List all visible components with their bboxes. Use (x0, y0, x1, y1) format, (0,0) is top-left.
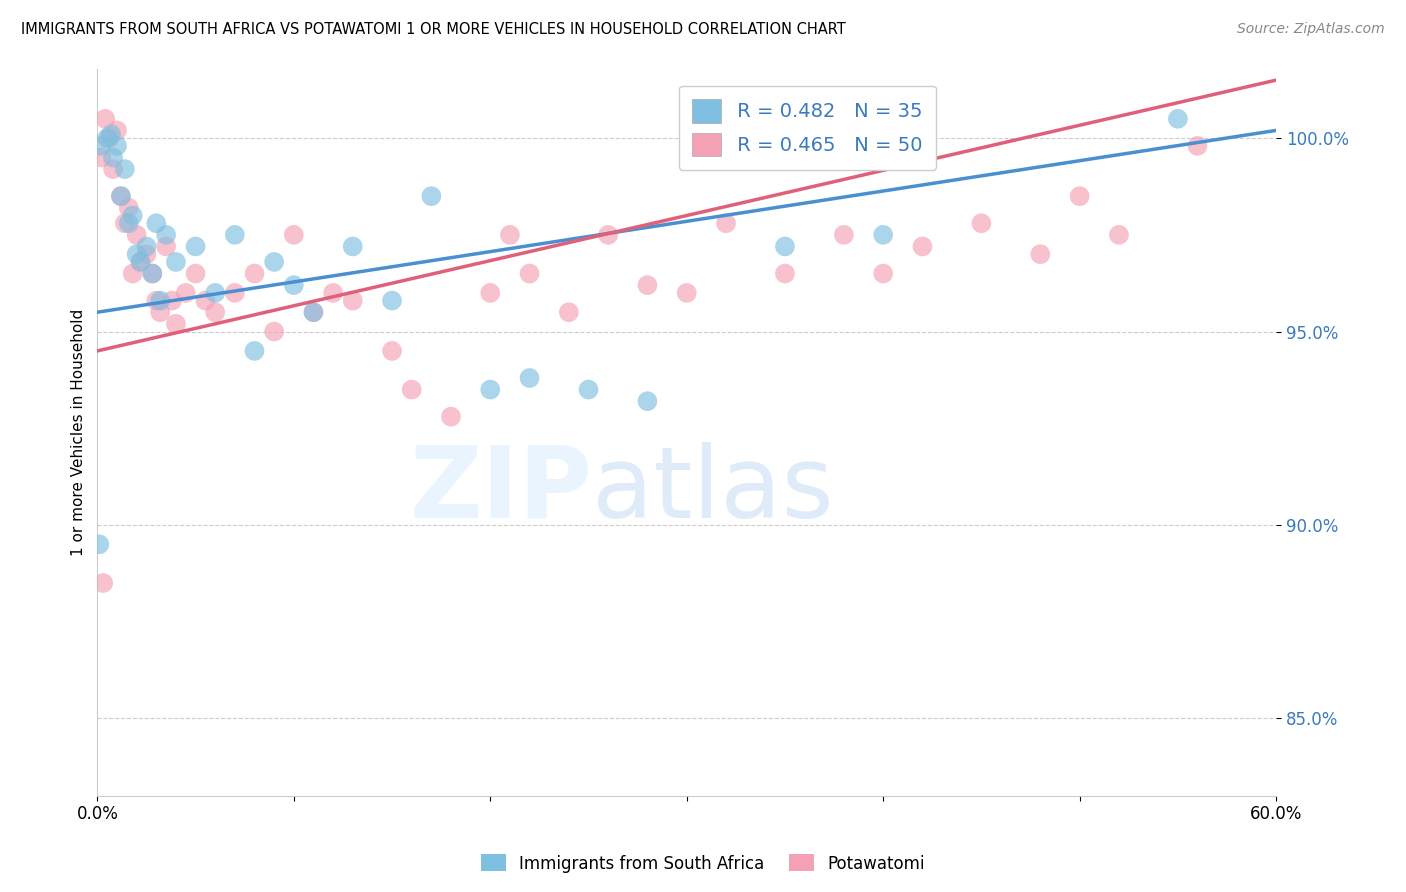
Point (773, 239, 796, 253)
Point (1029, 247, 1052, 261)
Point (204, 285, 226, 300)
Point (598, 227, 620, 242)
Point (519, 371, 541, 385)
Point (970, 216, 993, 230)
Point (911, 239, 934, 253)
Legend: Immigrants from South Africa, Potawatomi: Immigrants from South Africa, Potawatomi (474, 847, 932, 880)
Point (145, 216, 167, 230)
Point (149, 293, 172, 308)
Point (302, 305, 325, 319)
Point (283, 278, 305, 293)
Point (129, 255, 152, 269)
Point (519, 267, 541, 281)
Point (160, 293, 183, 308)
Point (440, 409, 463, 424)
Point (302, 305, 325, 319)
Point (121, 267, 143, 281)
Point (479, 383, 502, 397)
Point (675, 285, 697, 300)
Point (91, 576, 114, 591)
Point (194, 293, 217, 308)
Point (155, 239, 177, 253)
Point (118, 201, 141, 215)
Point (101, 151, 124, 165)
Point (499, 227, 522, 242)
Y-axis label: 1 or more Vehicles in Household: 1 or more Vehicles in Household (72, 309, 86, 556)
Point (342, 293, 364, 308)
Point (90, 151, 112, 165)
Point (174, 285, 197, 300)
Point (89, 537, 111, 551)
Point (129, 255, 152, 269)
Point (1167, 112, 1189, 126)
Point (125, 247, 148, 261)
Text: ZIP: ZIP (409, 442, 592, 539)
Point (184, 267, 207, 281)
Point (224, 227, 246, 242)
Point (98, 131, 121, 145)
Legend:  R = 0.482   N = 35,  R = 0.465   N = 50: R = 0.482 N = 35, R = 0.465 N = 50 (679, 86, 936, 169)
Point (872, 227, 894, 242)
Point (714, 216, 737, 230)
Point (141, 267, 163, 281)
Point (420, 189, 443, 203)
Point (121, 209, 143, 223)
Point (118, 216, 141, 230)
Point (558, 305, 581, 319)
Point (636, 278, 658, 293)
Point (1108, 227, 1130, 242)
Text: Source: ZipAtlas.com: Source: ZipAtlas.com (1237, 22, 1385, 37)
Point (243, 343, 266, 358)
Point (636, 394, 658, 409)
Point (149, 305, 172, 319)
Point (872, 267, 894, 281)
Point (224, 285, 246, 300)
Point (1187, 139, 1209, 153)
Point (578, 383, 600, 397)
Point (100, 128, 122, 142)
Point (114, 216, 136, 230)
Point (141, 267, 163, 281)
Point (773, 267, 796, 281)
Point (125, 227, 148, 242)
Point (1069, 189, 1091, 203)
Point (135, 247, 157, 261)
Point (96, 131, 118, 145)
Point (243, 267, 266, 281)
Point (263, 255, 285, 269)
Point (94, 112, 117, 126)
Point (110, 189, 132, 203)
Point (342, 239, 364, 253)
Point (105, 123, 128, 137)
Text: IMMIGRANTS FROM SOUTH AFRICA VS POTAWATOMI 1 OR MORE VEHICLES IN HOUSEHOLD CORRE: IMMIGRANTS FROM SOUTH AFRICA VS POTAWATO… (21, 22, 846, 37)
Point (263, 325, 285, 339)
Point (110, 189, 132, 203)
Point (90, 139, 112, 153)
Point (105, 139, 128, 153)
Point (204, 305, 226, 319)
Point (165, 317, 187, 331)
Point (184, 239, 207, 253)
Point (101, 162, 124, 177)
Point (401, 383, 423, 397)
Point (135, 239, 157, 253)
Point (114, 162, 136, 177)
Point (479, 285, 502, 300)
Text: atlas: atlas (592, 442, 834, 539)
Point (322, 285, 344, 300)
Point (145, 293, 167, 308)
Point (165, 255, 187, 269)
Point (283, 227, 305, 242)
Point (381, 293, 404, 308)
Point (832, 227, 855, 242)
Point (381, 343, 404, 358)
Point (155, 227, 177, 242)
